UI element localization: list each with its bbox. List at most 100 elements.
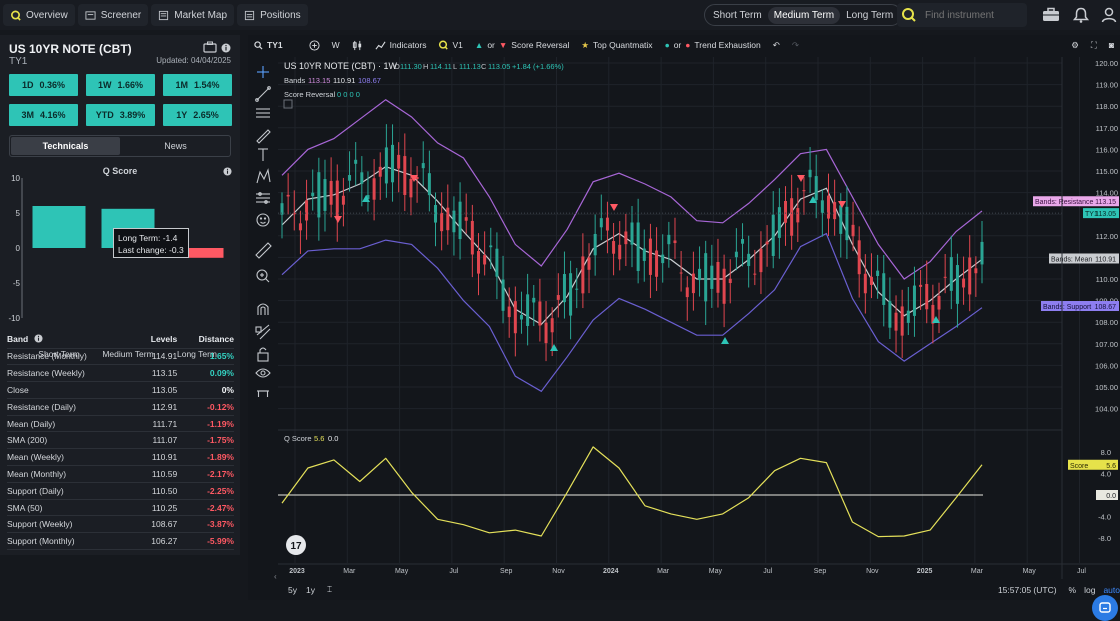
redo-button[interactable]: ↷ [786, 35, 805, 55]
time-tick: Mar [343, 568, 356, 575]
symbol-search[interactable]: TY1 [248, 35, 289, 55]
emoji-icon[interactable] [256, 213, 270, 227]
tab-technicals[interactable]: Technicals [11, 137, 120, 155]
reversal-down-marker[interactable] [797, 175, 805, 182]
table-row[interactable]: Resistance (Weekly) 113.15 0.09% [7, 364, 234, 383]
reversal-down-marker[interactable] [838, 201, 846, 208]
eye-icon[interactable] [255, 368, 271, 378]
table-row[interactable]: Mean (Weekly) 110.91 -1.89% [7, 448, 234, 467]
fullscreen-button[interactable]: ⛶ [1085, 35, 1103, 55]
reversal-up-marker[interactable] [550, 344, 558, 351]
table-row[interactable]: SMA (50) 110.25 -2.47% [7, 499, 234, 517]
price-chart[interactable]: 120.00 119.00 118.00 117.00 116.00 115.00 114.… [278, 57, 1120, 579]
brush-icon[interactable] [256, 129, 271, 144]
range-5y-button[interactable]: 5y [288, 584, 297, 595]
reversal-down-marker[interactable] [610, 204, 618, 211]
text-icon[interactable] [258, 148, 268, 161]
band-name: SMA (200) [7, 431, 135, 450]
table-row[interactable]: Resistance (Daily) 112.91 -0.12% [7, 398, 234, 416]
drawbar-collapse-handle[interactable]: ‹ [274, 572, 277, 581]
bell-icon[interactable] [1072, 7, 1090, 23]
info-icon[interactable] [221, 43, 231, 53]
reversal-down-marker[interactable] [334, 216, 342, 223]
compare-button[interactable] [303, 35, 326, 55]
nav-positions[interactable]: Positions [237, 4, 308, 26]
nav-market-map[interactable]: Market Map [151, 4, 235, 26]
undo-button[interactable]: ↶ [767, 35, 786, 55]
range-1y-button[interactable]: 1y [305, 584, 315, 595]
score-tag-label: Score [1070, 463, 1088, 470]
table-row[interactable]: Mean (Daily) 111.71 -1.19% [7, 415, 234, 433]
add-to-portfolio-icon[interactable] [203, 41, 217, 53]
table-row[interactable]: Support (Daily) 110.50 -2.25% [7, 482, 234, 500]
qscore-tooltip: Long Term: -1.4 Last change: -0.3 [113, 228, 189, 258]
trendline-icon[interactable] [255, 86, 271, 102]
qscore-bar[interactable] [170, 248, 224, 258]
table-row[interactable]: Support (Monthly) 106.27 -5.99% [7, 532, 234, 551]
prediction-icon[interactable] [256, 192, 270, 204]
candle-body [839, 205, 843, 234]
reversal-down-marker[interactable] [410, 175, 418, 182]
zoom-icon[interactable] [256, 269, 270, 283]
score-reversal-button[interactable]: ▲ or ▼ Score Reversal [469, 35, 576, 55]
qscore-ytick: 10 [11, 174, 20, 183]
tab-news[interactable]: News [164, 141, 187, 151]
trend-exhaustion-button[interactable]: ● or ● Trend Exhaustion [659, 35, 767, 55]
indicators-button[interactable]: Indicators [369, 35, 433, 55]
briefcase-icon[interactable] [1042, 7, 1060, 23]
nav-overview[interactable]: Overview [3, 4, 75, 26]
log-toggle[interactable]: log [1084, 584, 1096, 595]
short-term-button[interactable]: Short Term [713, 9, 762, 21]
search-input[interactable] [925, 9, 1025, 21]
reversal-up-marker[interactable] [932, 316, 940, 323]
lock-drawing-icon[interactable] [255, 324, 271, 340]
ruler-icon[interactable] [255, 242, 272, 259]
crosshair-icon[interactable] [257, 66, 269, 78]
reversal-up-marker[interactable] [809, 196, 817, 203]
goto-date-button[interactable]: ⌶ [327, 584, 332, 595]
header-band: Band [7, 331, 135, 349]
chat-button[interactable] [1092, 595, 1118, 621]
medium-term-button[interactable]: Medium Term [767, 6, 841, 24]
candle-body [655, 250, 659, 277]
top-quantmatix-button[interactable]: ★ Top Quantmatix [575, 35, 658, 55]
perf-value: 1.54% [193, 80, 220, 90]
lock-icon[interactable] [257, 347, 269, 362]
pattern-icon[interactable] [256, 168, 271, 184]
fib-icon[interactable] [256, 108, 270, 118]
instrument-search[interactable] [897, 3, 1027, 27]
nav-screener[interactable]: Screener [77, 4, 149, 26]
reversal-up-marker[interactable] [721, 337, 729, 344]
magnet-icon[interactable] [257, 303, 269, 315]
table-row[interactable]: Close 113.05 0% [7, 381, 234, 399]
band-info-icon[interactable] [34, 334, 43, 343]
trash-icon[interactable] [257, 390, 269, 402]
band-distance: 1.65% [177, 348, 234, 366]
user-icon[interactable] [1100, 7, 1118, 23]
v1-button[interactable]: V1 [432, 35, 468, 55]
nav-overview-label: Overview [26, 9, 68, 21]
candle-body [925, 283, 929, 310]
screenshot-button[interactable]: ◙ [1103, 35, 1120, 55]
qscore-bar[interactable] [32, 206, 86, 248]
auto-toggle[interactable]: auto [1103, 584, 1120, 595]
legend-collapse-toggle[interactable] [283, 99, 293, 109]
long-term-button[interactable]: Long Term [846, 9, 894, 21]
chart-type-button[interactable] [346, 35, 369, 55]
qscore-info-icon[interactable] [223, 167, 232, 176]
candle-body [581, 256, 585, 294]
table-row[interactable]: Mean (Monthly) 110.59 -2.17% [7, 465, 234, 483]
percent-toggle[interactable]: % [1068, 584, 1077, 595]
table-row[interactable]: Resistance (Monthly) 114.91 1.65% [7, 348, 234, 366]
perf-tile-ytd: YTD 3.89% [86, 104, 155, 126]
table-row[interactable]: SMA (200) 111.07 -1.75% [7, 431, 234, 450]
reversal-up-marker[interactable] [362, 195, 370, 202]
candle-body [427, 173, 431, 196]
interval-button[interactable]: W [331, 40, 340, 50]
settings-button[interactable]: ⚙ [1065, 35, 1085, 55]
candle-body [667, 234, 671, 245]
score-tag: Score 5.6 [1068, 459, 1118, 470]
candle-body [716, 261, 720, 293]
candle-body [476, 251, 480, 274]
table-row[interactable]: Support (Weekly) 108.67 -3.87% [7, 515, 234, 534]
